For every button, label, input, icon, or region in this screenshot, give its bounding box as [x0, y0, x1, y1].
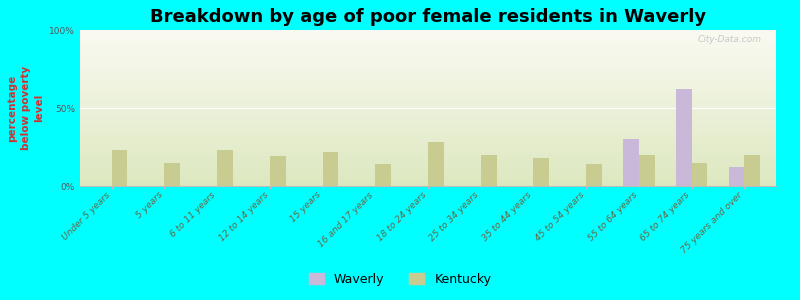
Legend: Waverly, Kentucky: Waverly, Kentucky [304, 268, 496, 291]
Bar [729, 167, 744, 186]
Y-axis label: percentage
below poverty
level: percentage below poverty level [7, 66, 44, 150]
Bar [534, 158, 550, 186]
Bar [676, 89, 692, 186]
Bar [744, 155, 760, 186]
Bar [639, 155, 654, 186]
Text: City-Data.com: City-Data.com [698, 35, 762, 44]
Title: Breakdown by age of poor female residents in Waverly: Breakdown by age of poor female resident… [150, 8, 706, 26]
Bar [481, 155, 497, 186]
Bar [322, 152, 338, 186]
Bar [270, 156, 286, 186]
Bar [164, 163, 180, 186]
Bar [217, 150, 233, 186]
Bar [623, 139, 639, 186]
Bar [692, 163, 707, 186]
Bar [428, 142, 444, 186]
Bar [112, 150, 127, 186]
Bar [375, 164, 391, 186]
Bar [586, 164, 602, 186]
